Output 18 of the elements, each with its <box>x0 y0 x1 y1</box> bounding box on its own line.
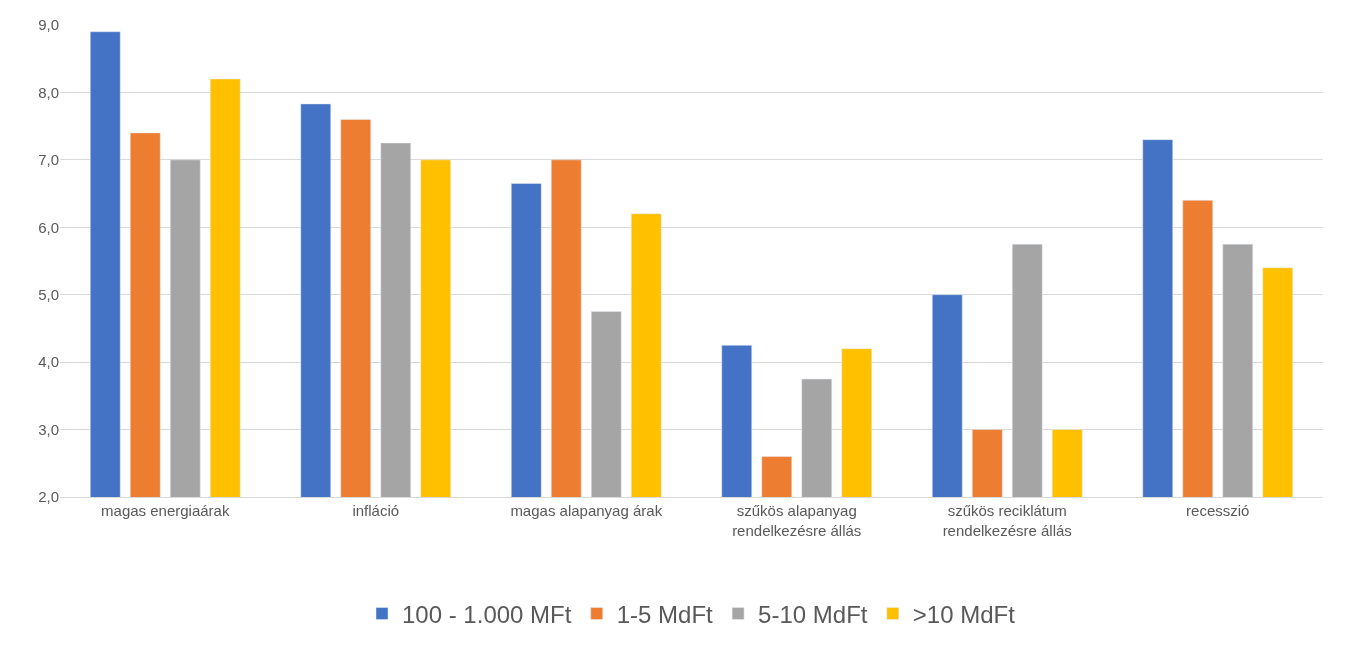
legend-label: >10 MdFt <box>912 600 1016 628</box>
y-tick-label: 3,0 <box>38 420 59 438</box>
x-tick-label: szűkös alapanyag rendelkezésre állás <box>732 502 862 539</box>
x-tick-label: infláció <box>352 502 400 519</box>
y-tick-label: 2,0 <box>38 488 59 506</box>
y-tick-label: 4,0 <box>38 353 59 371</box>
legend-label: 1-5 MdFt <box>616 600 714 628</box>
y-tick-label: 8,0 <box>38 83 59 101</box>
x-tick-label: szűkös reciklátum rendelkezésre állás <box>942 502 1072 539</box>
y-tick-label: 7,0 <box>38 151 59 169</box>
legend-label: 100 - 1.000 MFt <box>402 600 572 628</box>
legend-label: 5-10 MdFt <box>758 600 868 628</box>
y-tick-label: 5,0 <box>38 285 59 303</box>
y-tick-label: 9,0 <box>38 16 59 34</box>
x-tick-label: recesszió <box>1186 502 1250 519</box>
y-tick-label: 6,0 <box>38 218 59 236</box>
x-tick-label: magas energiaárak <box>101 502 230 519</box>
x-tick-label: magas alapanyag árak <box>510 502 663 519</box>
